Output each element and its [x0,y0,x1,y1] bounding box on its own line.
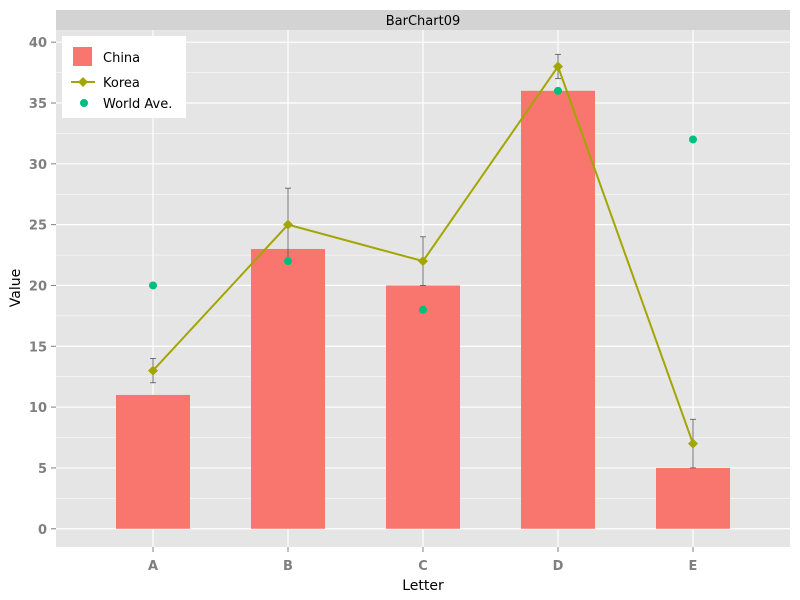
bar-china-d [521,90,595,529]
y-tick-label: 10 [29,401,47,416]
legend-key-world-ave [80,99,88,107]
y-axis: 0 5 10 15 20 25 30 35 40 [29,36,56,538]
y-axis-title: Value [8,269,24,307]
x-axis-title: Letter [402,578,444,594]
legend-label-china: China [103,51,140,66]
world-ave-point-e [689,135,697,144]
legend-label-korea: Korea [103,76,140,91]
china-bars [116,90,730,529]
x-tick-label: C [418,559,428,574]
legend-label-world-ave: World Ave. [103,97,172,112]
bar-china-b [251,248,325,529]
korea-point-c [418,256,428,267]
world-ave-points [149,86,697,314]
x-axis: A B C D E [148,547,697,574]
korea-point-a [148,365,158,376]
x-tick-label: B [283,559,293,574]
y-tick-label: 30 [29,158,47,173]
x-tick-label: D [553,559,564,574]
y-tick-label: 20 [29,279,47,294]
y-tick-label: 0 [38,523,47,538]
y-tick-label: 5 [38,462,47,477]
korea-point-d [553,61,563,72]
y-tick-label: 35 [29,97,47,112]
bar-china-e [656,467,730,529]
x-tick-label: A [148,559,158,574]
bar-china-c [386,285,460,529]
world-ave-point-b [284,257,292,266]
bar-china-a [116,394,190,529]
korea-point-b [283,219,293,230]
legend-key-korea-marker [78,77,88,87]
world-ave-point-c [419,305,427,314]
world-ave-point-d [554,86,562,95]
y-tick-label: 40 [29,36,47,51]
y-tick-label: 15 [29,340,47,355]
korea-line [148,61,698,449]
world-ave-point-a [149,281,157,290]
x-tick-label: E [689,559,698,574]
legend-key-china [73,47,92,66]
y-tick-label: 25 [29,219,47,234]
strip-background [56,10,790,30]
korea-point-e [688,438,698,449]
legend: China Korea World Ave. [62,36,186,118]
chart-title: BarChart09 [386,14,461,29]
